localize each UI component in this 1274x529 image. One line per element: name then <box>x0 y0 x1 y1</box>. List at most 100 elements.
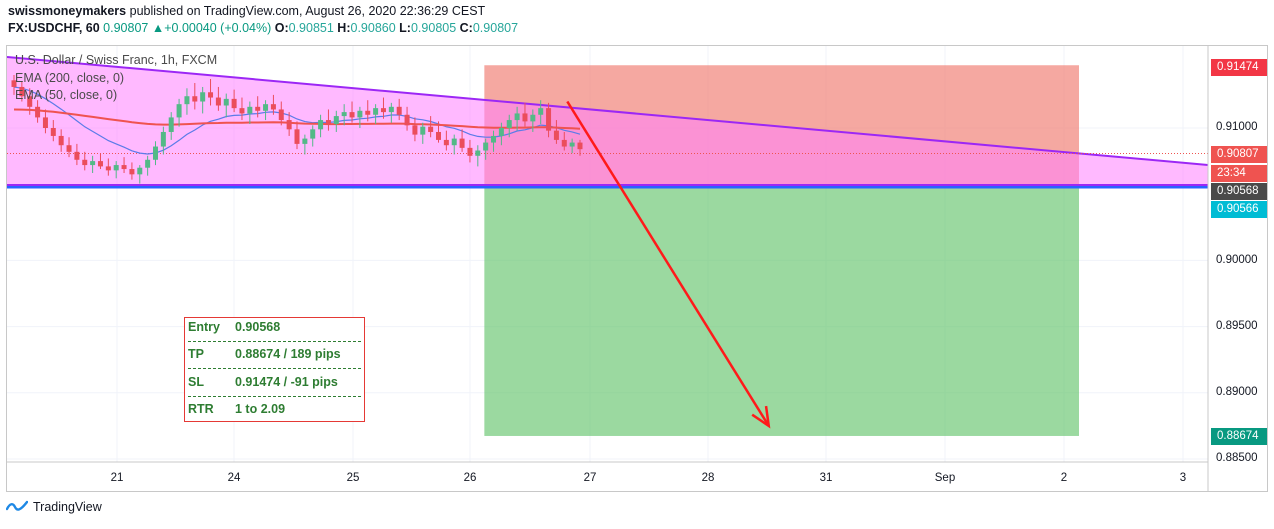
candle-body <box>82 159 88 166</box>
y-tick-label: 0.88500 <box>1216 452 1258 464</box>
high-label: H: <box>337 21 351 35</box>
candle-body <box>223 98 229 106</box>
candle-body <box>388 106 394 113</box>
x-tick-label: 24 <box>227 472 241 484</box>
candle-body <box>137 167 143 175</box>
candle-body <box>294 129 300 144</box>
tradingview-logo-icon[interactable] <box>6 500 28 514</box>
divider <box>188 396 361 397</box>
x-tick-label: 28 <box>701 472 715 484</box>
candle-body <box>27 96 33 107</box>
high-value: 0.90860 <box>350 21 396 35</box>
x-tick-label: 27 <box>583 472 597 484</box>
candle-body <box>97 161 103 167</box>
candle-body <box>270 104 276 110</box>
candle-body <box>129 169 135 175</box>
y-tick-label: 0.90000 <box>1216 254 1258 266</box>
published-text: published on TradingView.com, August 26,… <box>129 4 486 18</box>
candle-body <box>514 113 520 121</box>
candle-body <box>302 138 308 144</box>
candle-body <box>42 117 48 128</box>
candle-body <box>325 120 331 125</box>
low-value: 0.90805 <box>410 21 457 35</box>
ema50-legend[interactable]: EMA (50, close, 0) <box>15 88 118 102</box>
candle-body <box>506 120 512 128</box>
support-price-tag: 0.90566 <box>1211 201 1267 218</box>
ema200-legend[interactable]: EMA (200, close, 0) <box>15 71 125 85</box>
entry-row: Entry 0.90568 <box>188 320 280 334</box>
candle-body <box>50 128 56 136</box>
candle-body <box>341 112 347 117</box>
candle-body <box>436 131 441 140</box>
candle-body <box>145 159 151 168</box>
take-profit-price-tag: 0.88674 <box>1211 428 1267 445</box>
candle-body <box>404 114 410 126</box>
candle-body <box>483 142 489 151</box>
symbol-label[interactable]: FX:USDCHF, 60 <box>8 21 100 35</box>
candle-body <box>278 109 284 121</box>
candle-body <box>530 114 536 122</box>
symbol-title[interactable]: U.S. Dollar / Swiss Franc, 1h, FXCM <box>15 53 218 67</box>
candle-body <box>569 142 575 147</box>
x-tick-label: Sep <box>934 472 956 484</box>
x-tick-label: 25 <box>346 472 360 484</box>
candle-body <box>491 135 497 143</box>
sl-value: 0.91474 / -91 pips <box>235 375 338 389</box>
candle-body <box>318 120 324 130</box>
candle-body <box>90 161 96 166</box>
candle-body <box>380 108 386 113</box>
candle-body <box>121 165 127 170</box>
change-value: +0.00040 (+0.04%) <box>164 21 272 35</box>
candle-body <box>553 130 559 140</box>
candle-body <box>263 104 269 111</box>
candle-body <box>412 125 418 135</box>
wedge-pattern[interactable] <box>7 57 1208 185</box>
candle-body <box>105 166 111 171</box>
candle-body <box>168 117 174 132</box>
candle-body <box>349 112 355 118</box>
ema50-line <box>13 86 581 155</box>
trade-info-box[interactable]: Entry 0.90568 TP 0.88674 / 189 pips SL 0.91… <box>184 317 365 422</box>
entry-price-tag: 0.90568 <box>1211 183 1267 200</box>
candle-body <box>451 138 457 146</box>
candle-body <box>160 131 166 147</box>
open-value: 0.90851 <box>288 21 334 35</box>
entry-value: 0.90568 <box>235 320 281 334</box>
candle-body <box>357 110 363 118</box>
projection-arrow[interactable] <box>566 100 770 427</box>
candle-body <box>208 92 214 98</box>
candle-body <box>192 96 198 102</box>
candle-body <box>522 113 528 122</box>
low-label: L: <box>399 21 411 35</box>
sl-key: SL <box>188 375 204 389</box>
author-name[interactable]: swissmoneymakers <box>8 4 127 18</box>
candle-body <box>373 108 379 115</box>
publish-info: swissmoneymakers published on TradingVie… <box>8 4 485 18</box>
arrow-head-icon <box>751 405 771 429</box>
last-price: 0.90807 <box>103 21 149 35</box>
brand-name[interactable]: TradingView <box>33 500 102 514</box>
candle-body <box>35 106 41 118</box>
candle-body <box>255 106 261 111</box>
candle-body <box>286 120 292 130</box>
ohlc-bar: FX:USDCHF, 60 0.90807 ▲+0.00040 (+0.04%)… <box>8 21 518 35</box>
bar-countdown-tag: 23:34 <box>1211 165 1267 182</box>
last-price-tag: 0.90807 <box>1211 146 1267 163</box>
wedge-upper-trendline[interactable] <box>7 56 1208 166</box>
candle-body <box>467 147 473 156</box>
change-up-icon: ▲ <box>151 21 165 35</box>
candle-body <box>428 126 434 132</box>
tp-key: TP <box>188 347 204 361</box>
candles <box>11 75 583 184</box>
divider <box>188 341 361 342</box>
take-profit-zone[interactable] <box>484 185 1080 436</box>
candle-body <box>538 108 544 115</box>
close-label: C: <box>459 21 473 35</box>
candle-body <box>19 86 25 97</box>
divider <box>188 368 361 369</box>
candle-body <box>443 139 449 146</box>
candle-body <box>396 106 402 115</box>
chart-frame[interactable] <box>6 45 1268 492</box>
candle-body <box>333 116 339 125</box>
